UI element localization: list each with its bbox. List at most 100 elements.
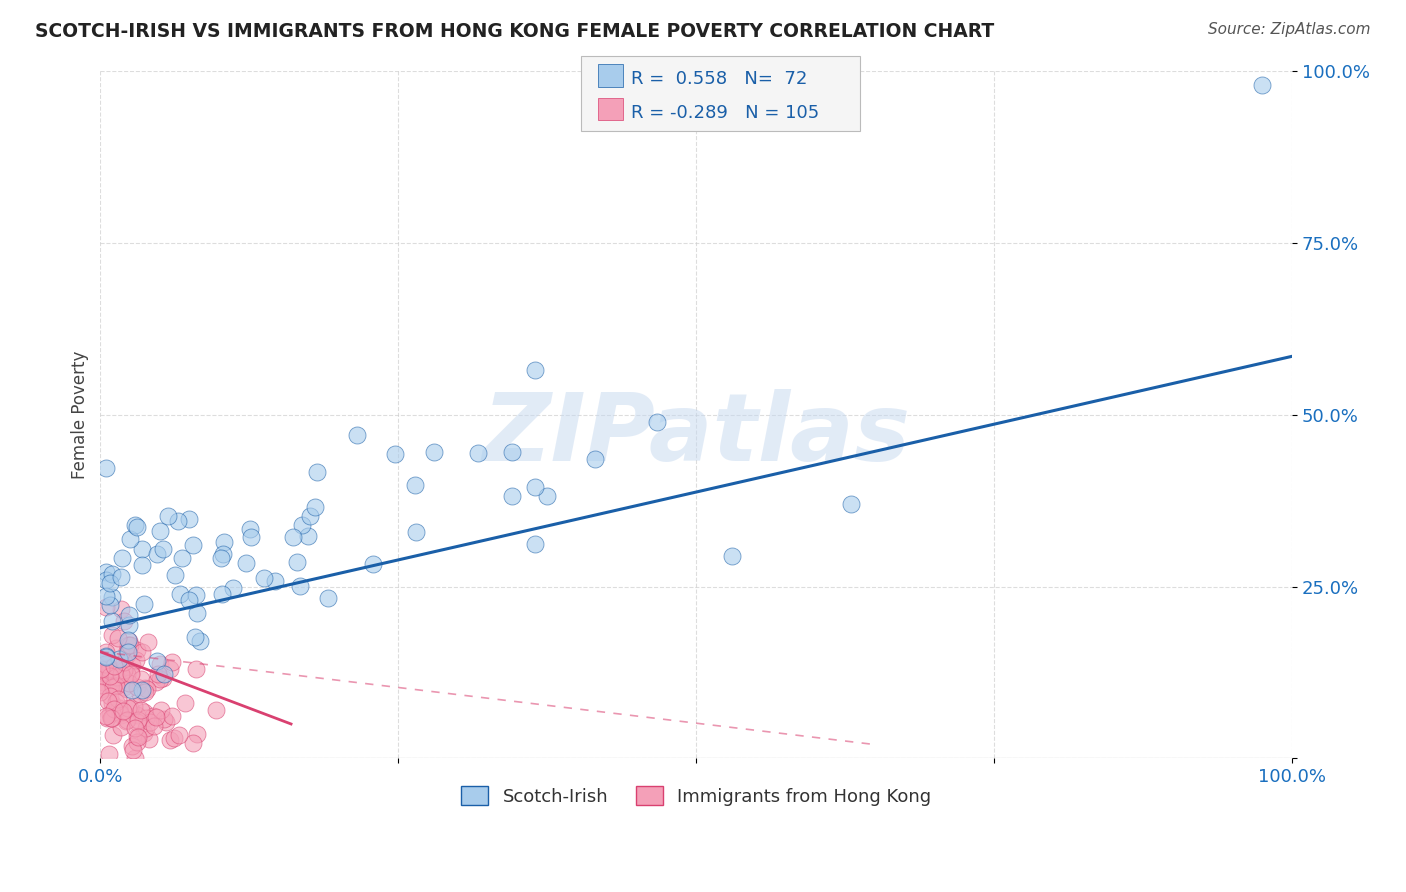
Point (120, 700, 142, 714)
Point (100, 711, 122, 725)
Point (110, 570, 132, 584)
Point (139, 715, 162, 730)
Point (107, 691, 129, 706)
Point (524, 537, 547, 551)
Point (264, 574, 287, 588)
Point (404, 478, 426, 492)
Point (107, 631, 129, 645)
Point (120, 638, 142, 652)
Point (467, 445, 489, 459)
Point (184, 630, 207, 644)
Point (100, 689, 122, 703)
Point (138, 731, 160, 746)
Point (121, 657, 143, 672)
Point (152, 671, 174, 685)
Point (120, 666, 142, 681)
Point (90, 678, 112, 692)
Point (204, 703, 226, 717)
Point (131, 682, 153, 697)
Point (211, 587, 233, 601)
Point (501, 489, 523, 503)
Point (346, 428, 368, 442)
Point (142, 709, 165, 723)
Point (125, 715, 148, 730)
Point (91, 675, 114, 690)
Point (110, 602, 132, 616)
Point (177, 593, 200, 607)
Point (98, 707, 121, 722)
Text: Source: ZipAtlas.com: Source: ZipAtlas.com (1208, 22, 1371, 37)
Point (115, 648, 138, 662)
Point (165, 568, 187, 582)
Point (89, 685, 111, 699)
Point (134, 705, 156, 719)
Point (98, 668, 121, 682)
Point (1251, 78, 1274, 92)
Point (110, 707, 132, 722)
Point (127, 730, 149, 744)
Point (103, 702, 125, 716)
Point (129, 702, 152, 716)
Point (177, 512, 200, 526)
Point (121, 739, 143, 754)
Point (134, 685, 156, 699)
Point (145, 674, 167, 689)
Point (115, 713, 138, 727)
Point (117, 676, 139, 690)
Point (132, 597, 155, 611)
Point (583, 452, 606, 467)
Point (100, 673, 122, 688)
Point (101, 590, 124, 604)
Point (305, 465, 328, 479)
Point (98, 661, 121, 675)
Y-axis label: Female Poverty: Female Poverty (72, 351, 89, 479)
Point (167, 728, 190, 742)
Point (159, 732, 181, 747)
Point (96, 574, 118, 588)
Point (101, 614, 124, 628)
Point (90, 662, 112, 676)
Point (117, 638, 139, 652)
Point (105, 679, 128, 693)
Point (299, 508, 322, 523)
Point (120, 667, 142, 681)
Point (96, 649, 118, 664)
Point (146, 655, 169, 669)
Point (105, 695, 128, 709)
Text: R = -0.289   N = 105: R = -0.289 N = 105 (631, 104, 820, 122)
Point (107, 700, 129, 714)
Point (285, 555, 308, 569)
Point (186, 727, 208, 741)
Point (181, 736, 204, 750)
Point (94, 645, 117, 659)
Point (721, 549, 744, 563)
Legend: Scotch-Irish, Immigrants from Hong Kong: Scotch-Irish, Immigrants from Hong Kong (453, 777, 941, 814)
Point (96, 589, 118, 603)
Point (128, 687, 150, 701)
Point (96, 565, 118, 579)
Point (105, 670, 128, 684)
Point (121, 682, 143, 697)
Point (169, 587, 191, 601)
Point (112, 663, 135, 677)
Point (111, 660, 134, 674)
Point (129, 672, 152, 686)
Point (96, 649, 118, 664)
Point (98, 598, 121, 612)
Point (125, 729, 148, 743)
Point (134, 681, 156, 695)
Point (101, 696, 124, 710)
Point (384, 447, 406, 461)
Point (89, 663, 111, 677)
Point (163, 731, 186, 745)
Point (290, 579, 312, 593)
Point (96, 461, 118, 475)
Point (135, 681, 157, 696)
Point (125, 520, 148, 534)
Point (186, 606, 208, 620)
Point (112, 680, 135, 694)
Point (159, 662, 181, 676)
Point (209, 551, 232, 566)
Point (96, 711, 118, 725)
Point (125, 653, 148, 667)
